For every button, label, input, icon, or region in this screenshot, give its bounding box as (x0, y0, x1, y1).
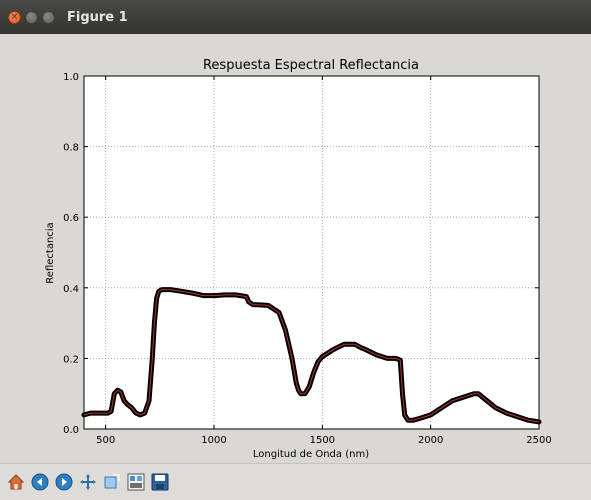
axis-ticks: 500 1000 1500 2000 2500 0.0 0.2 0.4 0.6 0.8 1.0 (63, 72, 552, 446)
minimize-button[interactable] (25, 10, 38, 24)
y-tick-label: 0.8 (63, 143, 79, 154)
save-button[interactable] (150, 472, 170, 492)
close-icon: × (10, 11, 19, 22)
y-tick-label: 0.6 (63, 213, 79, 224)
save-floppy-icon (151, 473, 169, 491)
x-tick-label: 2000 (418, 435, 443, 446)
chart-svg: 500 1000 1500 2000 2500 0.0 0.2 0.4 0.6 0.8 1.0 Re… (45, 58, 552, 460)
y-axis-label: Reflectancia (45, 222, 56, 283)
figure-canvas[interactable]: 500 1000 1500 2000 2500 0.0 0.2 0.4 0.6 0.8 1.0 Re… (0, 34, 591, 463)
pan-button[interactable] (78, 472, 98, 492)
y-tick-label: 0.0 (63, 425, 79, 436)
configure-subplots-button[interactable] (126, 472, 146, 492)
home-icon (7, 474, 25, 490)
forward-arrow-icon (55, 473, 73, 491)
navigation-toolbar (0, 463, 591, 500)
y-tick-label: 0.2 (63, 354, 79, 365)
maximize-button[interactable] (42, 10, 55, 24)
close-button[interactable]: × (8, 10, 21, 24)
zoom-button[interactable] (102, 472, 122, 492)
x-tick-label: 500 (96, 435, 115, 446)
y-tick-label: 1.0 (63, 72, 79, 83)
x-axis-label: Longitud de Onda (nm) (253, 449, 369, 460)
back-arrow-icon (31, 473, 49, 491)
x-tick-label: 1000 (201, 435, 226, 446)
y-tick-label: 0.4 (63, 284, 79, 295)
window-title: Figure 1 (67, 9, 128, 25)
pan-move-icon (80, 474, 96, 490)
chart-title: Respuesta Espectral Reflectancia (203, 58, 419, 73)
plot-area (83, 75, 540, 430)
zoom-rect-icon (104, 474, 120, 489)
home-button[interactable] (6, 472, 26, 492)
subplots-config-icon (127, 473, 145, 491)
x-tick-label: 1500 (310, 435, 335, 446)
x-tick-label: 2500 (526, 435, 551, 446)
series-group (81, 287, 542, 425)
window-titlebar: × Figure 1 (0, 0, 591, 34)
series-line-core (83, 289, 540, 423)
forward-button[interactable] (54, 472, 74, 492)
back-button[interactable] (30, 472, 50, 492)
grid-lines (84, 76, 539, 429)
